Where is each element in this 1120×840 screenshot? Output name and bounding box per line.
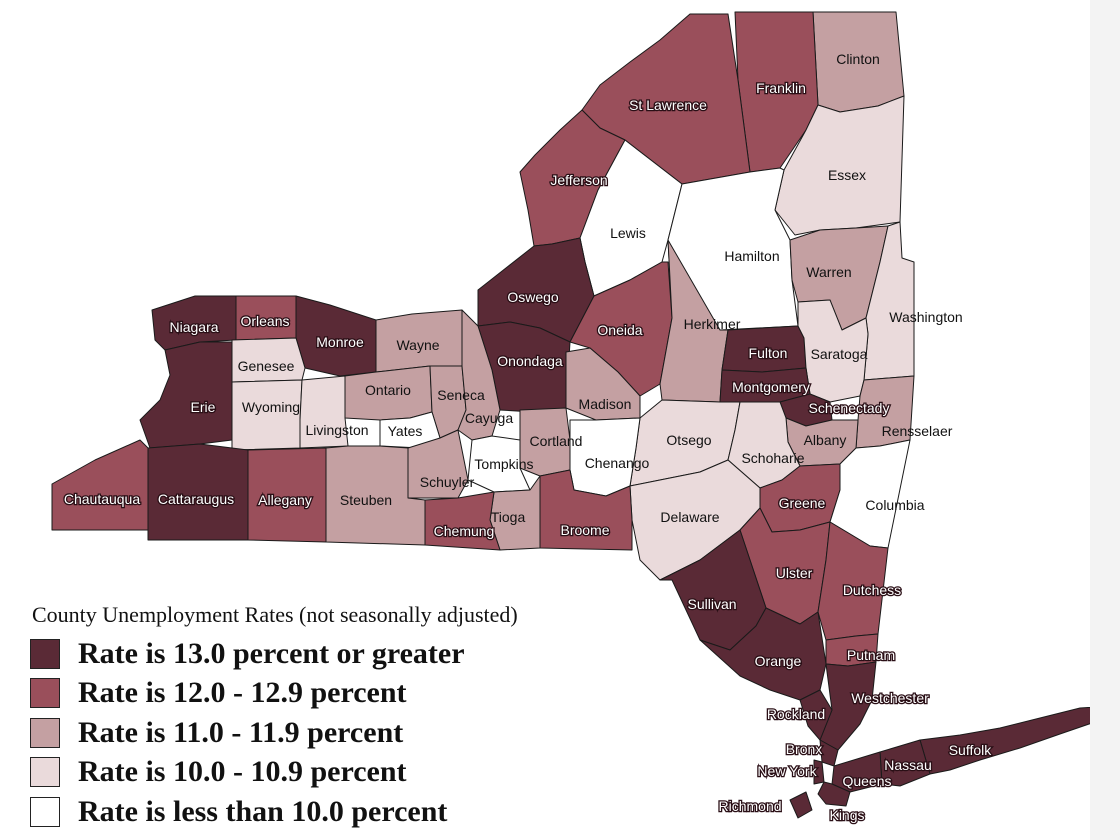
legend-swatch-12 — [30, 678, 60, 709]
county-label-franklin: Franklin — [756, 80, 806, 96]
county-region-orange — [699, 607, 827, 701]
county-label-albany: Albany — [804, 432, 847, 448]
county-label-st-lawrence: St Lawrence — [629, 97, 707, 113]
legend-label-13-plus: Rate is 13.0 percent or greater — [78, 636, 465, 670]
county-label-greene: Greene — [779, 495, 826, 511]
county-label-yates: Yates — [388, 423, 423, 439]
county-label-cayuga: Cayuga — [465, 410, 513, 426]
county-label-suffolk: Suffolk — [949, 742, 993, 758]
county-label-oswego: Oswego — [507, 289, 559, 305]
legend-label-12: Rate is 12.0 - 12.9 percent — [78, 676, 407, 710]
county-region-kings — [817, 781, 851, 807]
county-label-kings: Kings — [829, 807, 864, 823]
county-label-broome: Broome — [560, 522, 609, 538]
county-label-delaware: Delaware — [660, 509, 719, 525]
county-label-orleans: Orleans — [240, 313, 289, 329]
county-label-orange: Orange — [755, 653, 802, 669]
legend-row-11: Rate is 11.0 - 11.9 percent — [30, 713, 650, 753]
county-label-putnam: Putnam — [847, 647, 895, 663]
legend-row-under-10: Rate is less than 10.0 percent — [30, 792, 650, 832]
county-label-steuben: Steuben — [340, 492, 392, 508]
county-label-schenectady: Schenectady — [809, 400, 890, 416]
county-label-chemung: Chemung — [434, 523, 495, 539]
county-label-herkimer: Herkimer — [684, 316, 741, 332]
county-label-montgomery: Montgomery — [732, 379, 810, 395]
county-label-essex: Essex — [828, 167, 866, 183]
legend-swatch-10 — [30, 757, 60, 788]
county-label-westchester: Westchester — [851, 690, 929, 706]
county-label-genesee: Genesee — [238, 358, 295, 374]
county-label-onondaga: Onondaga — [497, 353, 563, 369]
county-label-jefferson: Jefferson — [550, 172, 607, 188]
county-region-queens — [831, 751, 883, 793]
county-label-dutchess: Dutchess — [843, 582, 901, 598]
legend-label-under-10: Rate is less than 10.0 percent — [78, 794, 448, 828]
county-label-erie: Erie — [191, 399, 216, 415]
county-region-richmond — [789, 791, 813, 819]
legend-swatch-11 — [30, 717, 60, 748]
legend-row-12: Rate is 12.0 - 12.9 percent — [30, 674, 650, 714]
county-region-niagara — [151, 295, 237, 351]
county-label-seneca: Seneca — [437, 387, 485, 403]
county-label-oneida: Oneida — [597, 322, 642, 338]
county-label-clinton: Clinton — [836, 51, 880, 67]
legend-row-10: Rate is 10.0 - 10.9 percent — [30, 753, 650, 793]
county-label-hamilton: Hamilton — [724, 248, 779, 264]
legend-swatch-under-10 — [30, 796, 60, 827]
county-label-madison: Madison — [579, 396, 632, 412]
county-region-madison — [565, 347, 641, 421]
county-label-tompkins: Tompkins — [474, 456, 533, 472]
county-region-rockland — [799, 689, 833, 741]
legend: County Unemployment Rates (not seasonall… — [30, 602, 650, 832]
county-label-richmond: Richmond — [718, 798, 781, 814]
legend-row-13-plus: Rate is 13.0 percent or greater — [30, 634, 650, 674]
legend-label-10: Rate is 10.0 - 10.9 percent — [78, 755, 407, 789]
county-label-chautauqua: Chautauqua — [64, 491, 141, 507]
county-region-tompkins — [467, 435, 531, 493]
county-label-ontario: Ontario — [365, 382, 411, 398]
county-label-schuyler: Schuyler — [420, 474, 475, 490]
county-label-ulster: Ulster — [776, 565, 813, 581]
legend-label-11: Rate is 11.0 - 11.9 percent — [78, 715, 404, 749]
county-region-wyoming — [231, 379, 303, 451]
county-label-warren: Warren — [806, 264, 851, 280]
county-label-cattaraugus: Cattaraugus — [158, 491, 234, 507]
county-label-niagara: Niagara — [169, 319, 218, 335]
legend-swatch-13-plus — [30, 638, 60, 669]
county-label-saratoga: Saratoga — [811, 346, 868, 362]
county-label-fulton: Fulton — [749, 345, 788, 361]
county-label-rensselaer: Rensselaer — [882, 423, 953, 439]
legend-title: County Unemployment Rates (not seasonall… — [32, 602, 518, 627]
county-label-queens: Queens — [842, 773, 891, 789]
county-region-suffolk — [919, 706, 1090, 775]
county-label-otsego: Otsego — [666, 432, 711, 448]
county-region-chautauqua — [51, 439, 149, 531]
county-label-columbia: Columbia — [865, 497, 924, 513]
county-label-washington: Washington — [889, 309, 962, 325]
county-label-rockland: Rockland — [767, 706, 825, 722]
county-label-cortland: Cortland — [530, 433, 583, 449]
county-label-lewis: Lewis — [610, 225, 646, 241]
county-label-sullivan: Sullivan — [687, 596, 736, 612]
county-region-erie — [139, 341, 233, 449]
county-label-nassau: Nassau — [884, 757, 931, 773]
county-label-livingston: Livingston — [305, 422, 368, 438]
county-label-tioga: Tioga — [491, 509, 526, 525]
county-label-schoharie: Schoharie — [741, 450, 804, 466]
county-region-steuben — [325, 445, 426, 546]
county-label-chenango: Chenango — [585, 455, 650, 471]
county-label-allegany: Allegany — [258, 492, 312, 508]
county-label-wayne: Wayne — [396, 337, 439, 353]
county-region-broome — [539, 469, 633, 551]
county-label-monroe: Monroe — [316, 334, 364, 350]
ny-county-map: Clinton Franklin St Lawrence Essex Jeffe… — [51, 11, 1090, 824]
county-region-chemung — [424, 491, 501, 551]
page-edge-strip — [1090, 0, 1120, 840]
county-label-bronx: Bronx — [786, 741, 823, 757]
county-label-wyoming: Wyoming — [242, 399, 300, 415]
county-label-new-york: New York — [757, 763, 817, 779]
